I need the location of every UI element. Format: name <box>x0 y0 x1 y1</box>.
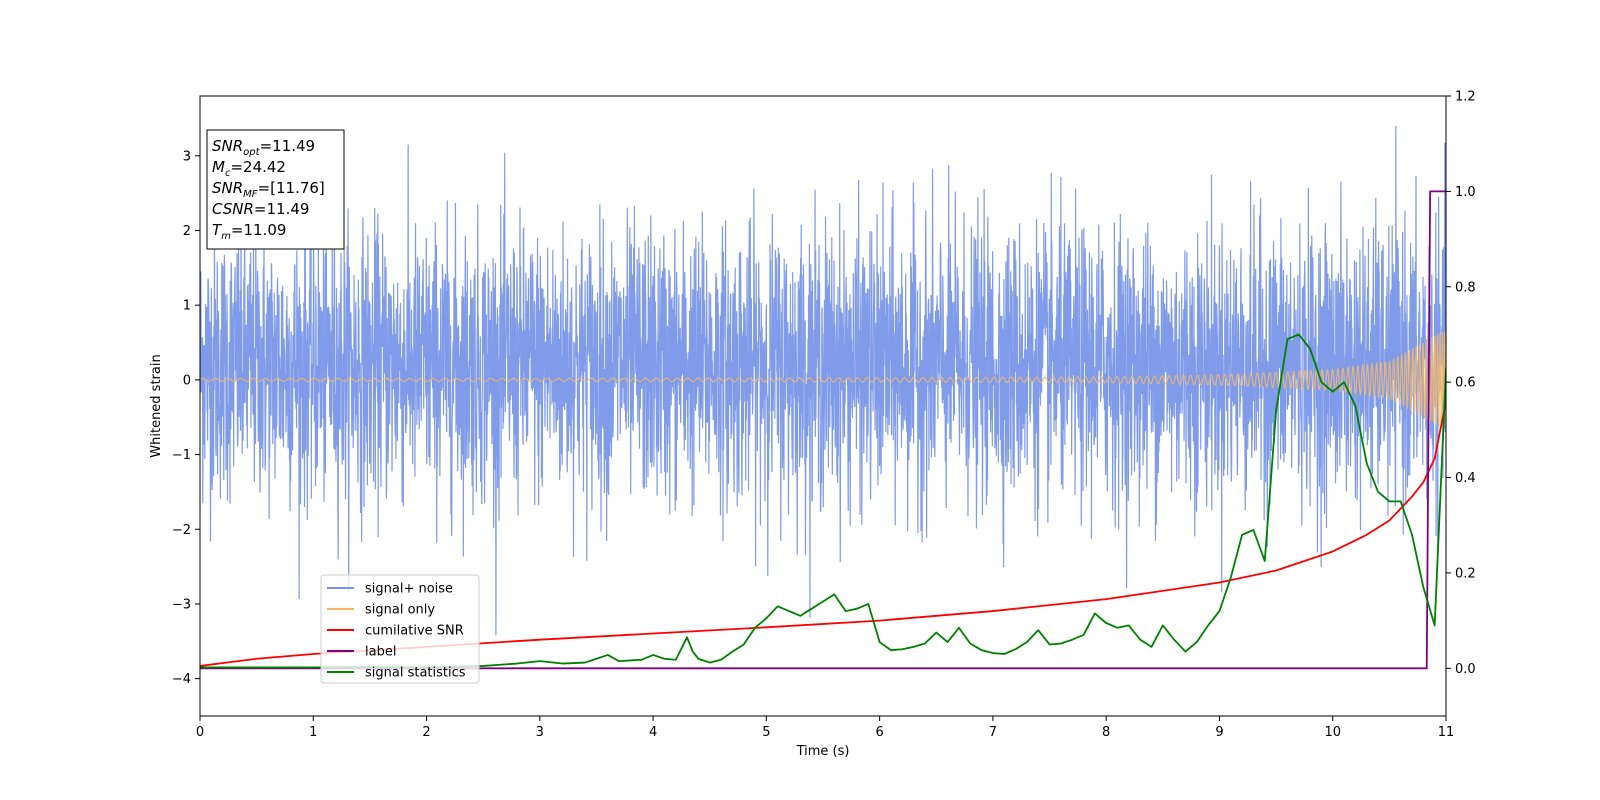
x-axis-label: Time (s) <box>796 744 850 759</box>
x-tick-label: 3 <box>536 725 544 740</box>
annotation-symbol: M <box>212 158 225 176</box>
annotation-value: =11.49 <box>254 200 310 218</box>
y-left-tick-label: −1 <box>172 448 191 463</box>
legend-entry-label: signal only <box>365 603 435 618</box>
y-right-tick-label: 1.2 <box>1455 90 1476 105</box>
y-axis-left: 3 2 1 0 −1 −2 −3 −4 <box>172 149 200 687</box>
y-right-tick-label: 0.8 <box>1455 280 1476 295</box>
annotation-box: SNRopt=11.49Mc=24.42SNRMF=[11.76]CSNR=11… <box>206 129 345 250</box>
annotation-frame <box>206 129 345 250</box>
x-axis: 0 1 2 3 4 5 6 7 8 9 10 11 <box>196 716 1454 740</box>
y-left-tick-label: −2 <box>172 523 191 538</box>
legend: signal+ noise signal only cumilative SNR la… <box>320 574 480 684</box>
annotation-line: Mc=24.42 <box>212 158 286 179</box>
x-tick-label: 8 <box>1102 725 1110 740</box>
annotation-symbol: T <box>212 221 223 239</box>
y-left-tick-label: 0 <box>183 373 191 388</box>
y-axis-right: 1.2 1.0 0.8 0.6 0.4 0.2 0.0 <box>1446 90 1476 677</box>
annotation-value: =11.49 <box>260 137 316 155</box>
x-tick-label: 2 <box>422 725 430 740</box>
x-tick-label: 1 <box>309 725 317 740</box>
annotation-value: =[11.76] <box>258 179 325 197</box>
x-tick-label: 0 <box>196 725 204 740</box>
y-left-tick-label: 2 <box>183 224 191 239</box>
legend-entry-label: cumilative SNR <box>365 624 464 639</box>
annotation-line: CSNR=11.49 <box>212 200 309 218</box>
y-right-tick-label: 0.4 <box>1455 471 1476 486</box>
series-label-line <box>200 190 1446 670</box>
y-right-tick-label: 0.0 <box>1455 662 1476 677</box>
annotation-symbol: CSNR <box>212 200 254 218</box>
y-right-tick-label: 0.6 <box>1455 376 1476 391</box>
y-right-tick-label: 1.0 <box>1455 185 1476 200</box>
annotation-subscript: m <box>221 231 231 242</box>
annotation-subscript: c <box>225 168 231 179</box>
series-signal-statistics-line <box>200 333 1446 669</box>
x-tick-label: 5 <box>762 725 770 740</box>
x-tick-label: 6 <box>875 725 883 740</box>
legend-entry-label: signal statistics <box>365 666 466 681</box>
annotation-subscript: opt <box>243 147 260 158</box>
y-axis-label: Whitened strain <box>149 354 164 457</box>
annotation-symbol: SNR <box>212 179 243 197</box>
y-left-tick-label: −3 <box>172 597 191 612</box>
y-left-tick-label: 1 <box>183 299 191 314</box>
y-left-tick-label: −4 <box>172 672 191 687</box>
x-tick-label: 11 <box>1438 725 1455 740</box>
annotation-subscript: MF <box>243 189 258 200</box>
legend-frame <box>320 574 480 684</box>
y-left-tick-label: 3 <box>183 149 191 164</box>
annotation-value: =11.09 <box>231 221 287 239</box>
x-tick-label: 4 <box>649 725 657 740</box>
plot-frame <box>199 95 1447 717</box>
annotation-line: SNRMF=[11.76] <box>212 179 325 200</box>
series-signal-noise-line <box>200 125 1446 636</box>
x-tick-label: 7 <box>989 725 997 740</box>
annotation-value: =24.42 <box>230 158 286 176</box>
annotation-symbol: SNR <box>212 137 243 155</box>
series-signal-only-line <box>200 331 1446 431</box>
x-tick-label: 9 <box>1215 725 1223 740</box>
annotation-line: Tm=11.09 <box>212 221 286 242</box>
y-right-tick-label: 0.2 <box>1455 566 1476 581</box>
legend-entry-label: signal+ noise <box>365 582 453 597</box>
legend-entry-label: label <box>365 645 396 660</box>
annotation-line: SNRopt=11.49 <box>212 137 315 158</box>
x-tick-label: 10 <box>1324 725 1341 740</box>
